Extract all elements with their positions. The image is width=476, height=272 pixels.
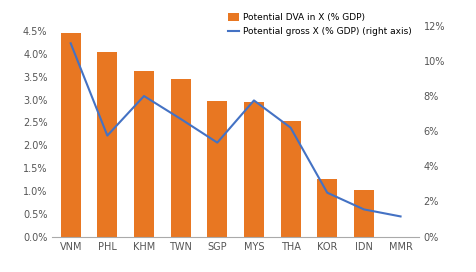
Bar bbox=[170, 79, 191, 237]
Bar bbox=[280, 122, 301, 237]
Bar bbox=[207, 101, 228, 237]
Bar bbox=[134, 71, 154, 237]
Legend: Potential DVA in X (% GDP), Potential gross X (% GDP) (right axis): Potential DVA in X (% GDP), Potential gr… bbox=[226, 10, 415, 39]
Bar bbox=[244, 102, 264, 237]
Bar bbox=[60, 33, 81, 237]
Bar bbox=[354, 190, 374, 237]
Bar bbox=[97, 52, 118, 237]
Bar bbox=[317, 179, 337, 237]
